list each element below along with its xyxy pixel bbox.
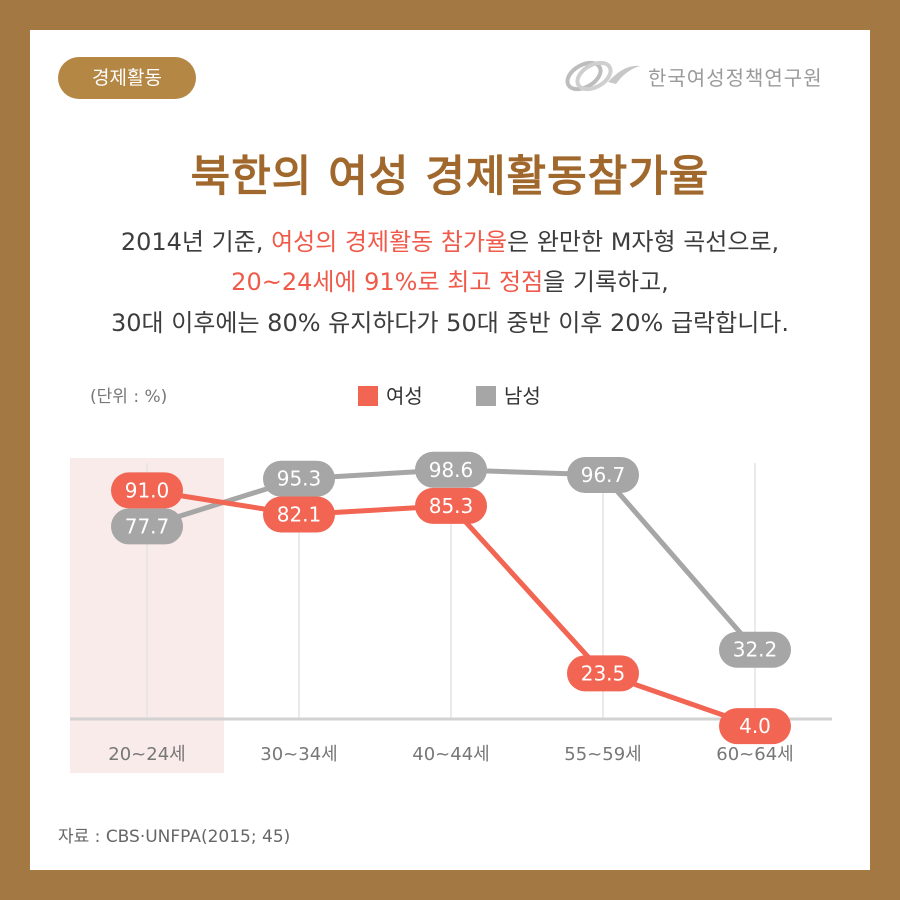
data-point-male [567, 456, 639, 493]
x-tick-label: 55~59세 [564, 744, 641, 765]
description-text: 은 완만한 M자형 곡선으로, [507, 228, 780, 256]
description-line-3: 30대 이후에는 80% 유지하다가 50대 중반 이후 20% 급락합니다. [110, 309, 790, 337]
description-highlight: 여성의 경제활동 참가율 [271, 228, 508, 256]
x-tick-label: 60~64세 [716, 744, 793, 765]
data-point-male [719, 631, 791, 668]
x-tick-label: 20~24세 [108, 744, 185, 765]
institute-name: 한국여성정책연구원 [648, 66, 823, 90]
description-line-2: 20~24세에 91%로 최고 정점을 기록하고, [0, 262, 900, 297]
legend-label-female: 여성 [386, 384, 423, 408]
description-text: 을 기록하고, [543, 268, 669, 296]
data-label-male: 77.7 [125, 514, 170, 538]
legend-item-female: 여성 [358, 380, 423, 408]
data-point-female [263, 496, 335, 533]
data-point-male [263, 460, 335, 497]
data-label-female: 23.5 [581, 661, 626, 685]
x-tick-label: 30~34세 [260, 744, 337, 765]
legend-swatch-male [476, 386, 496, 406]
category-badge: 경제활동 [58, 57, 196, 99]
x-tick-label: 40~44세 [412, 744, 489, 765]
institute-emblem-icon [565, 60, 640, 92]
description-line-1: 2014년 기준, 여성의 경제활동 참가율은 완만한 M자형 곡선으로, [0, 222, 900, 257]
unit-label: (단위 : %) [90, 387, 168, 407]
description-highlight: 20~24세에 91%로 최고 정점 [231, 268, 544, 296]
data-point-male [111, 508, 183, 545]
data-point-female [567, 655, 639, 692]
data-label-female: 85.3 [429, 494, 474, 518]
legend-swatch-female [358, 386, 378, 406]
data-label-male: 32.2 [733, 638, 778, 662]
data-label-male: 95.3 [277, 467, 322, 491]
data-label-male: 98.6 [429, 458, 474, 482]
page-title: 북한의 여성 경제활동참가율 [190, 152, 710, 202]
data-point-female [111, 472, 183, 509]
data-point-male [415, 451, 487, 488]
data-label-female: 4.0 [739, 714, 771, 738]
source-note: 자료 : CBS·UNFPA(2015; 45) [58, 827, 291, 847]
data-label-female: 91.0 [125, 478, 170, 502]
data-point-female [415, 487, 487, 524]
legend-item-male: 남성 [476, 380, 541, 408]
description-text: 2014년 기준, [120, 228, 272, 256]
legend-label-male: 남성 [504, 384, 541, 408]
data-label-male: 96.7 [581, 463, 626, 487]
data-label-female: 82.1 [277, 503, 322, 527]
data-point-female [719, 708, 791, 745]
